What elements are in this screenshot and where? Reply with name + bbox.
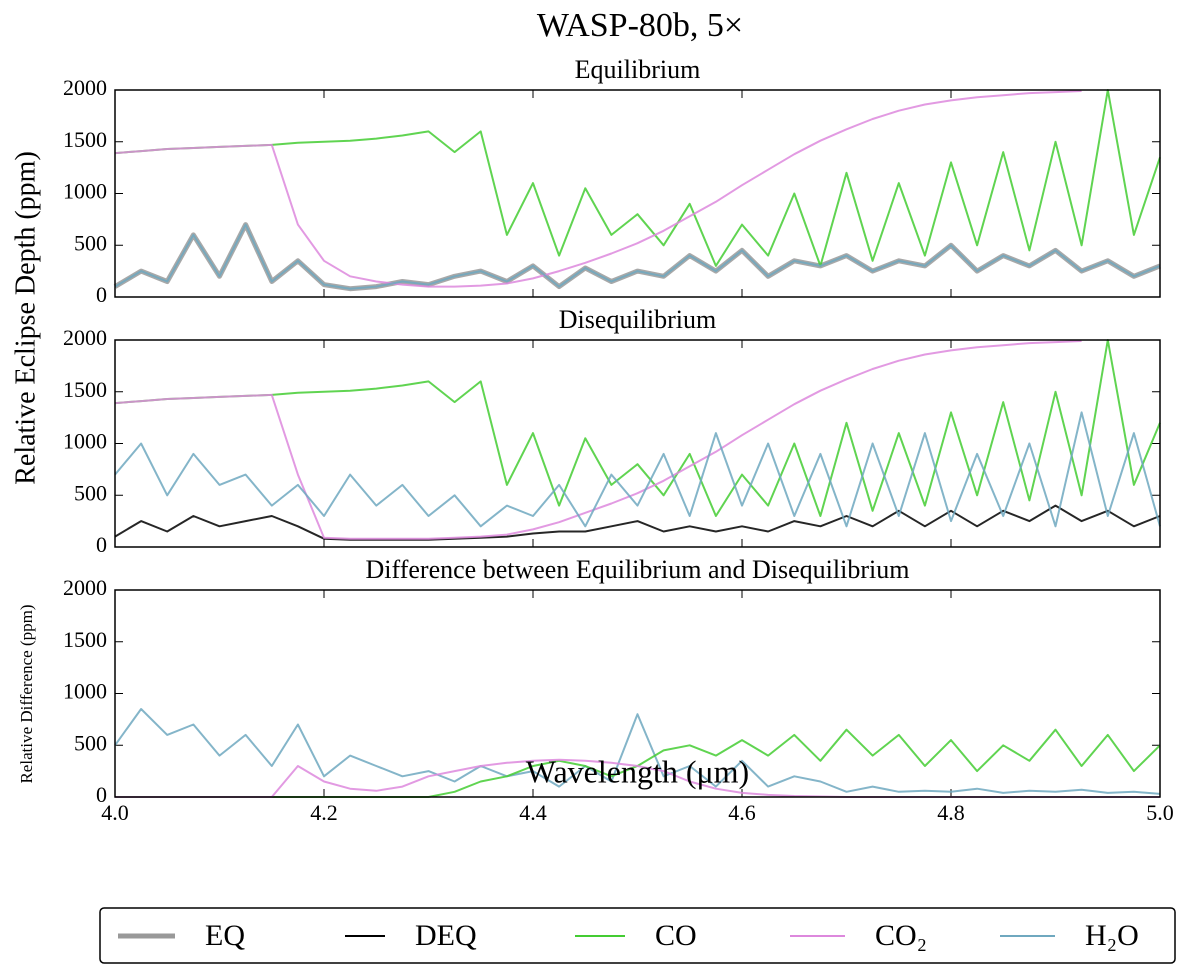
y-tick-label: 1000 (63, 679, 107, 704)
series-line (114, 504, 1161, 541)
y-tick-label: 1000 (63, 429, 107, 454)
x-tick-label: 4.6 (728, 800, 756, 825)
y-tick-label: 1500 (63, 127, 107, 152)
panel-title: Equilibrium (575, 55, 701, 84)
y-tick-label: 2000 (63, 575, 107, 600)
legend-label: CO (655, 919, 697, 952)
y-tick-label: 500 (74, 730, 107, 755)
series-line (114, 89, 1161, 267)
y-axis-label: Relative Eclipse Depth (ppm) (10, 151, 41, 485)
series-line (114, 339, 1161, 517)
legend-label: EQ (205, 919, 245, 952)
y-axis-label: Relative Difference (ppm) (17, 604, 36, 783)
legend-label: H₂O (1085, 919, 1139, 952)
series-line (114, 340, 1082, 540)
series-line (114, 90, 1082, 288)
legend-box (99, 907, 1176, 964)
y-tick-label: 1500 (63, 377, 107, 402)
figure-title: WASP-80b, 5× (537, 7, 743, 44)
x-axis-label: Wavelength (μm) (526, 753, 749, 789)
y-tick-label: 500 (74, 230, 107, 255)
panel-frame (114, 589, 1161, 798)
x-tick-label: 4.4 (519, 800, 547, 825)
series-line (114, 223, 1161, 290)
y-tick-label: 0 (96, 782, 107, 807)
series-line (114, 708, 1161, 795)
series-line (114, 411, 1161, 528)
legend-label: DEQ (415, 919, 477, 952)
panel-frame (114, 339, 1161, 548)
y-tick-label: 2000 (63, 75, 107, 100)
panel-title: Difference between Equilibrium and Diseq… (366, 555, 910, 584)
x-tick-label: 4.2 (310, 800, 338, 825)
x-tick-label: 5.0 (1146, 800, 1174, 825)
y-tick-label: 0 (96, 282, 107, 307)
legend-label: CO₂ (875, 919, 927, 952)
y-tick-label: 1500 (63, 627, 107, 652)
y-tick-label: 500 (74, 480, 107, 505)
y-tick-label: 2000 (63, 325, 107, 350)
x-tick-label: 4.0 (101, 800, 129, 825)
plot-area (113, 89, 1161, 292)
y-tick-label: 1000 (63, 179, 107, 204)
y-tick-label: 0 (96, 532, 107, 557)
panel-title: Disequilibrium (559, 305, 716, 334)
plot-area (114, 339, 1161, 541)
x-tick-label: 4.8 (937, 800, 965, 825)
panel-frame (114, 89, 1161, 298)
